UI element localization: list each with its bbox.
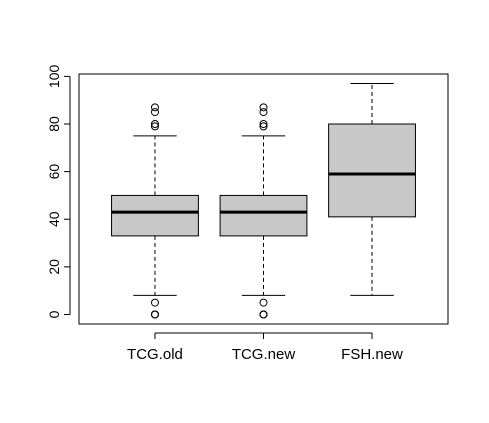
y-tick-label: 40 xyxy=(46,211,62,227)
x-axis: TCG.old TCG.new FSH.new xyxy=(127,332,403,363)
outlier-point xyxy=(150,310,159,319)
box-group xyxy=(111,83,416,319)
outlier-point xyxy=(150,108,159,117)
outlier-point xyxy=(259,310,268,319)
iqr-box xyxy=(219,194,308,237)
outlier-point xyxy=(259,108,268,117)
outlier-point xyxy=(259,120,268,128)
y-tick-label: 0 xyxy=(46,310,62,318)
plot-frame xyxy=(78,73,449,325)
x-tick-label: TCG.new xyxy=(232,346,296,363)
y-tick-label: 60 xyxy=(46,164,62,180)
iqr-box xyxy=(328,123,416,218)
y-tick-label: 100 xyxy=(46,64,62,88)
outlier-point xyxy=(259,298,268,307)
outlier-point xyxy=(150,103,159,112)
iqr-box xyxy=(111,194,199,237)
y-tick-label: 20 xyxy=(46,259,62,275)
outlier-point xyxy=(259,122,268,131)
x-tick-label: FSH.new xyxy=(341,346,403,363)
outlier-point xyxy=(150,298,159,307)
box-fsh-new xyxy=(328,83,416,296)
y-axis: 0 20 40 60 80 100 xyxy=(46,64,71,318)
box-tcg-new xyxy=(219,103,308,319)
x-tick-label: TCG.old xyxy=(127,346,183,363)
box-tcg-old xyxy=(111,103,199,319)
outlier-point xyxy=(259,103,268,112)
outlier-point xyxy=(150,120,159,128)
y-tick-label: 80 xyxy=(46,116,62,132)
outlier-point xyxy=(150,122,159,131)
